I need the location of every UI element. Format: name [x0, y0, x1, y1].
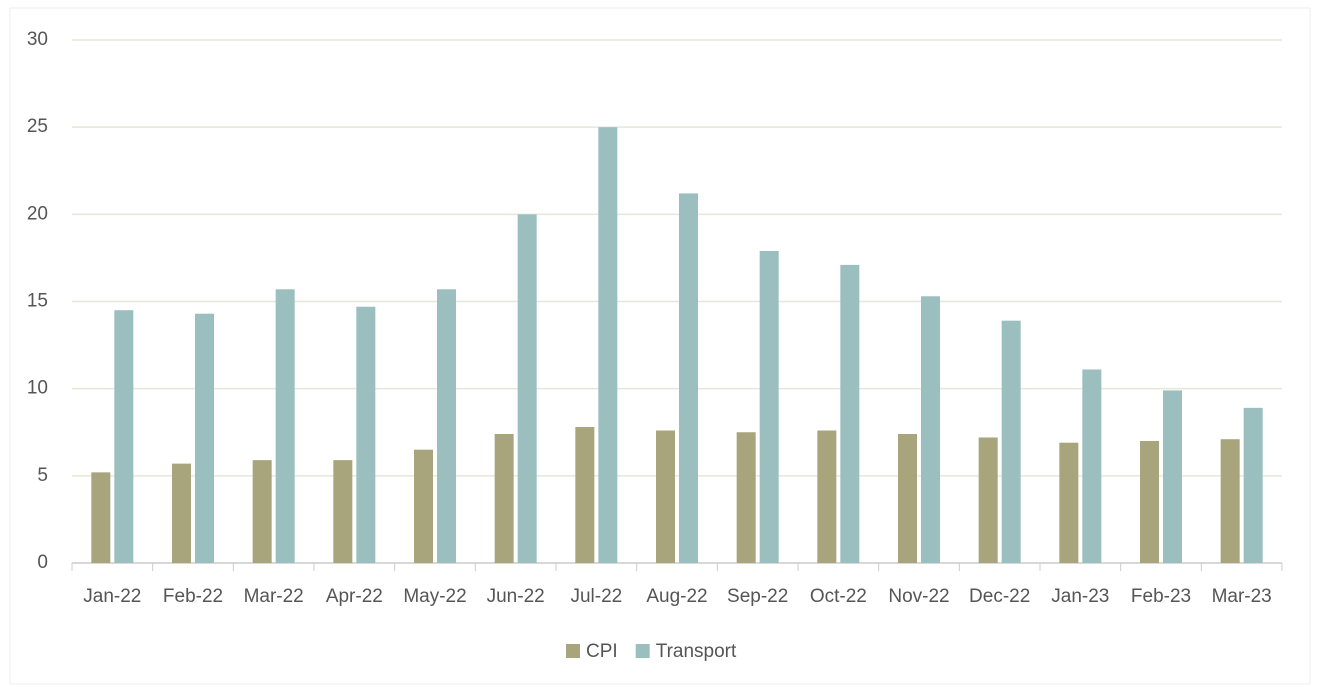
- y-tick-label: 15: [27, 291, 48, 312]
- y-tick-label: 0: [37, 552, 48, 573]
- legend-swatch: [635, 644, 650, 658]
- y-tick-label: 25: [27, 116, 48, 137]
- bar: [1243, 407, 1263, 563]
- bar: [759, 250, 779, 563]
- bar: [1140, 440, 1159, 563]
- x-tick-label: Nov-22: [888, 586, 949, 607]
- bar: [1163, 390, 1182, 563]
- x-tick-label: Jun-22: [487, 586, 545, 607]
- bar: [1001, 320, 1021, 563]
- bar: [575, 427, 595, 563]
- bar: [195, 313, 214, 563]
- x-tick-label: Jan-23: [1051, 586, 1109, 607]
- y-tick-label: 5: [37, 465, 48, 486]
- bar: [598, 127, 618, 564]
- x-tick-label: Mar-23: [1212, 586, 1272, 607]
- bar: [1220, 439, 1240, 563]
- x-tick-label: Aug-22: [646, 586, 707, 607]
- bar: [840, 264, 860, 563]
- x-tick-label: Sep-22: [727, 586, 788, 607]
- x-tick-label: Feb-23: [1131, 586, 1191, 607]
- legend-label: CPI: [586, 641, 618, 662]
- x-tick-label: Dec-22: [969, 586, 1030, 607]
- x-tick-label: Mar-22: [244, 586, 304, 607]
- bar: [114, 310, 134, 563]
- x-tick-label: May-22: [403, 586, 466, 607]
- bar: [172, 463, 191, 563]
- bar: [91, 472, 111, 563]
- bar: [252, 460, 272, 563]
- bar: [736, 432, 756, 563]
- bar: [679, 193, 698, 563]
- bar: [898, 433, 917, 563]
- bar: [817, 430, 837, 563]
- x-tick-label: Feb-22: [163, 586, 223, 607]
- chart-border: [9, 7, 1311, 685]
- bar: [356, 306, 376, 563]
- y-tick-label: 10: [27, 378, 48, 399]
- y-tick-label: 30: [27, 29, 48, 50]
- legend-label: Transport: [656, 641, 737, 662]
- bar: [656, 430, 675, 563]
- bar: [1082, 369, 1102, 563]
- x-tick-label: Jan-22: [83, 586, 141, 607]
- bar: [517, 214, 537, 564]
- bar: [414, 449, 433, 563]
- bar: [921, 296, 940, 563]
- x-tick-label: Apr-22: [326, 586, 383, 607]
- x-tick-label: Oct-22: [810, 586, 867, 607]
- y-tick-label: 20: [27, 203, 48, 224]
- bar: [1059, 442, 1079, 563]
- legend-swatch: [566, 644, 580, 658]
- bar: [437, 289, 456, 563]
- bar: [494, 433, 514, 563]
- bar: [978, 437, 998, 563]
- x-tick-label: Jul-22: [570, 586, 622, 607]
- bar: [333, 460, 353, 563]
- bar: [275, 289, 295, 563]
